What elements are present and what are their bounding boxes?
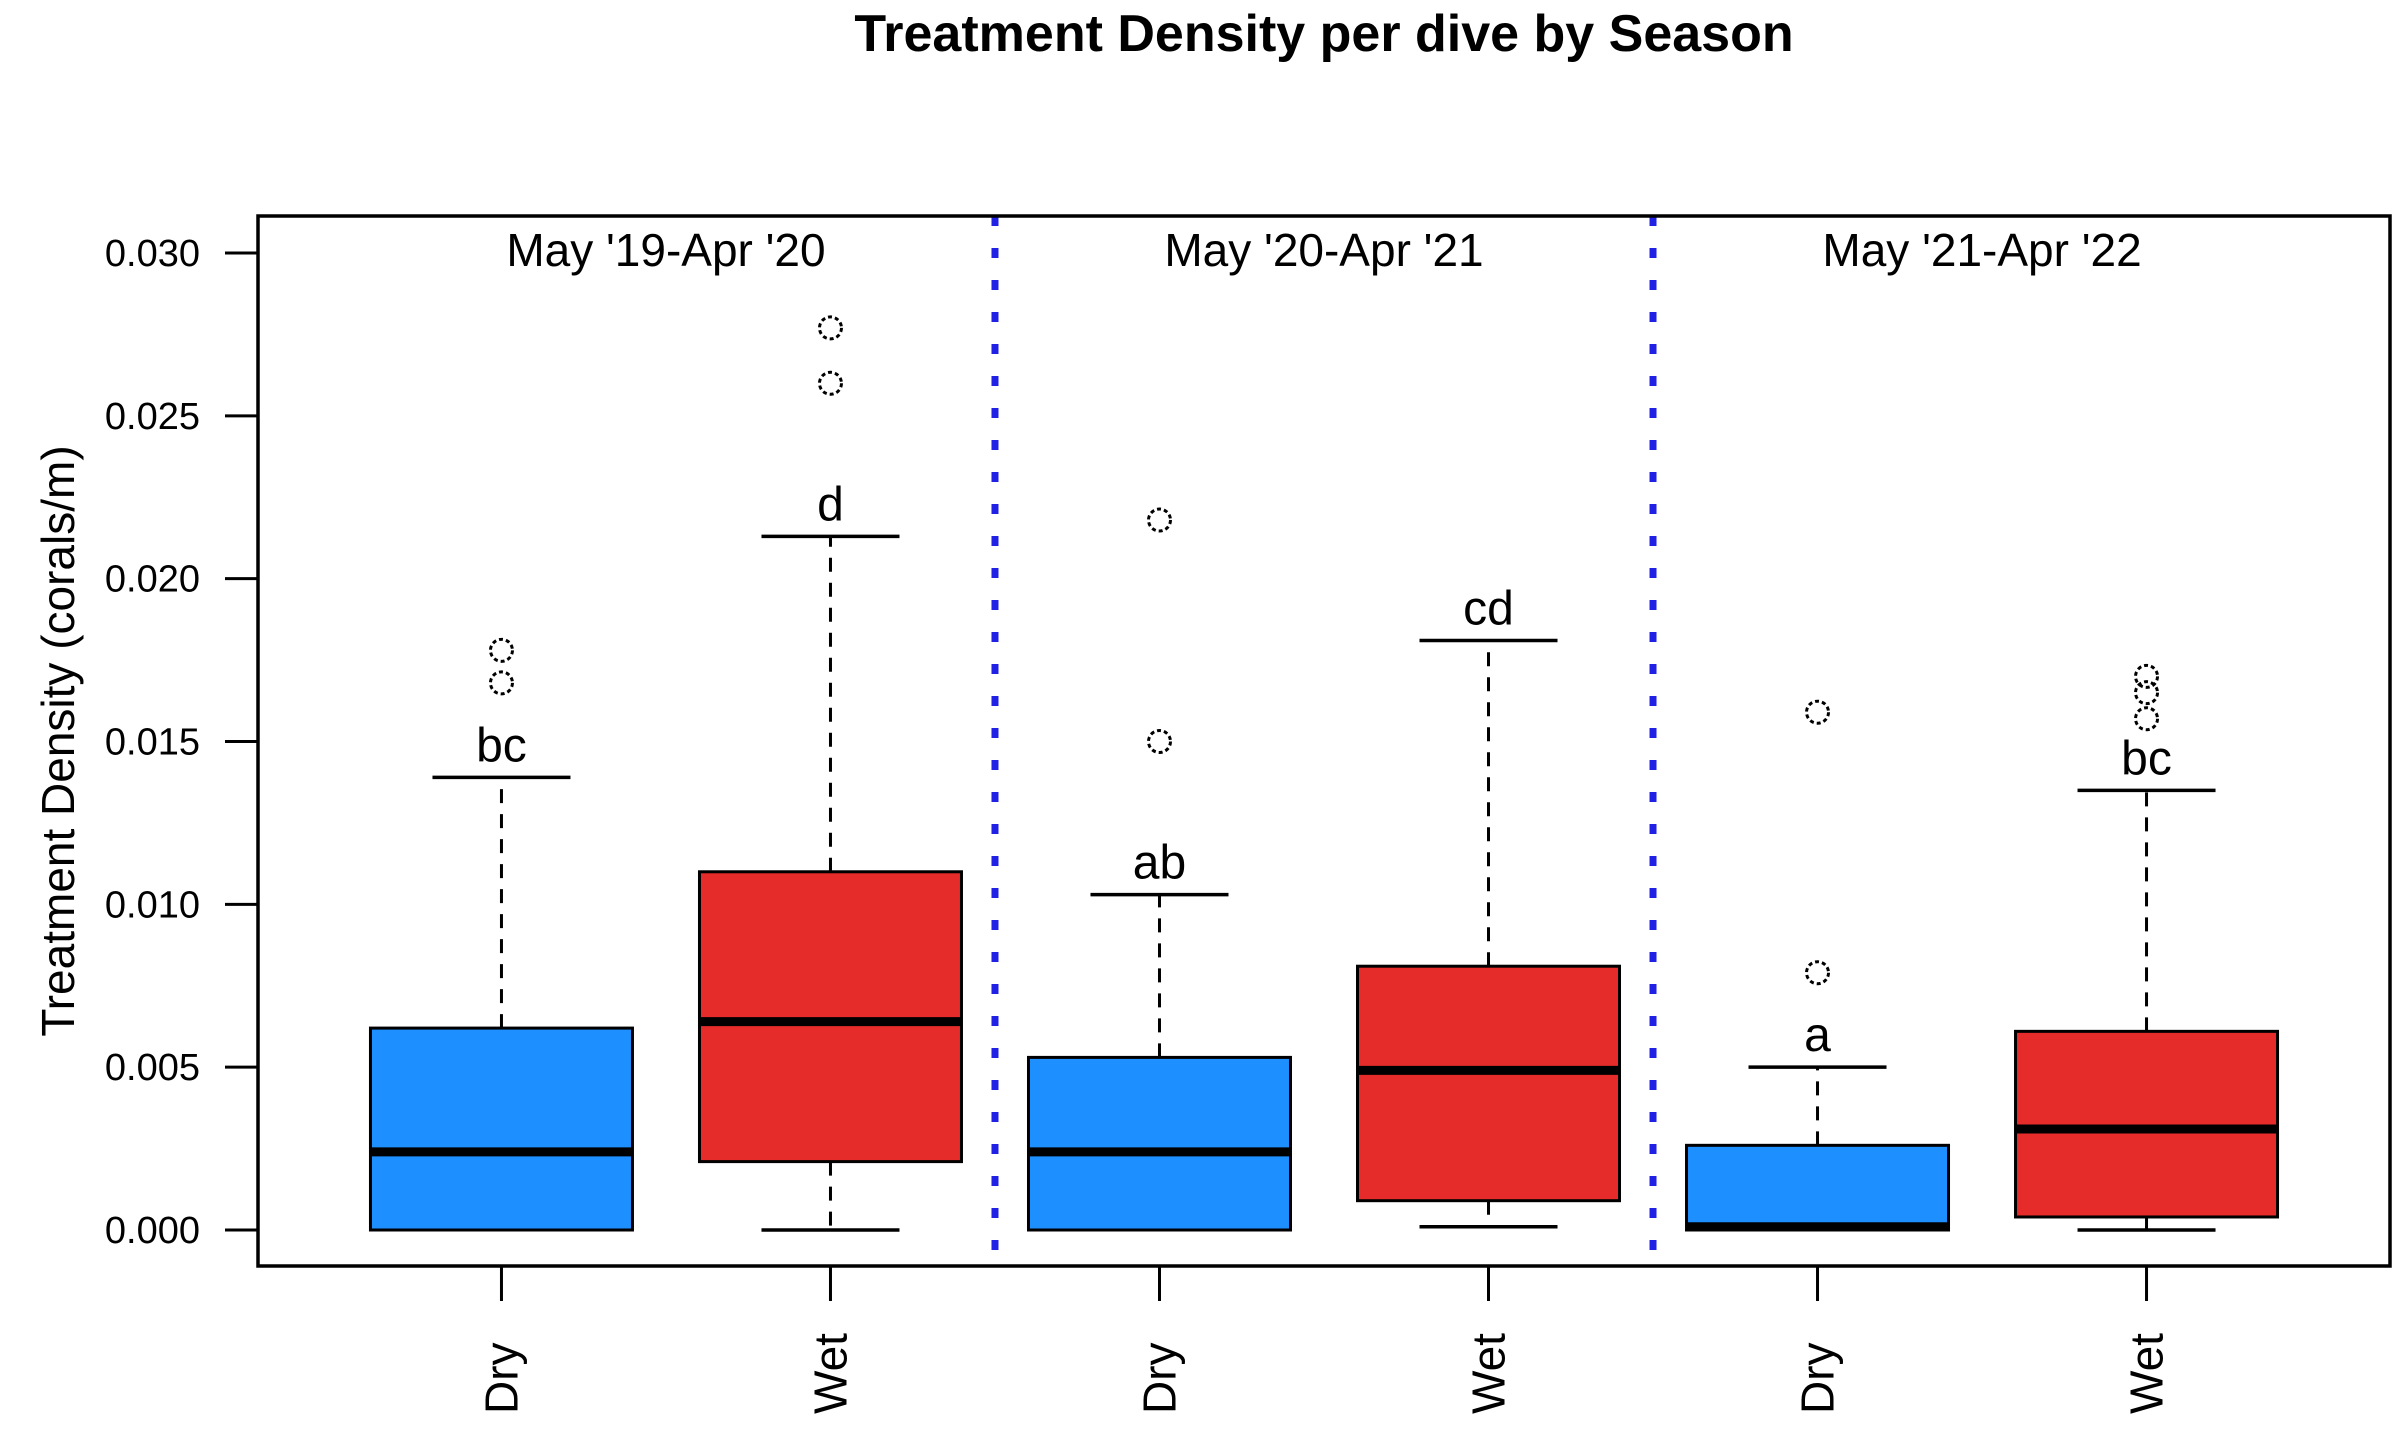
box-dry-5-iqr bbox=[1685, 1143, 1951, 1232]
box-wet-2-iqr bbox=[697, 870, 963, 1164]
x-axis-label-dry-5: Dry bbox=[1792, 1342, 1844, 1414]
x-axis-label-wet-4: Wet bbox=[1463, 1333, 1515, 1414]
y-axis-tick-label-5: 0.025 bbox=[105, 396, 200, 438]
x-axis-label-dry-3: Dry bbox=[1133, 1342, 1185, 1414]
box-wet-4-significance-letter: cd bbox=[1463, 583, 1514, 636]
box-wet-4-iqr bbox=[1356, 964, 1622, 1203]
box-dry-5-outlier-1 bbox=[1805, 699, 1831, 725]
box-dry-1-significance-letter: bc bbox=[476, 719, 527, 772]
x-axis-label-wet-2: Wet bbox=[804, 1333, 856, 1414]
box-wet-6-outlier-2 bbox=[2134, 680, 2160, 706]
box-dry-3-significance-letter: ab bbox=[1133, 837, 1186, 890]
panel-label-2: May '20-Apr '21 bbox=[1164, 224, 1483, 276]
box-wet-6-significance-letter: bc bbox=[2121, 732, 2172, 785]
box-wet-2-outlier-2 bbox=[817, 370, 843, 396]
box-wet-6-outlier-3 bbox=[2134, 706, 2160, 732]
box-dry-3-outlier-2 bbox=[1146, 729, 1172, 755]
box-wet-6-outlier-1 bbox=[2134, 663, 2160, 689]
box-dry-3-iqr bbox=[1026, 1055, 1292, 1232]
y-axis-tick-label-6: 0.030 bbox=[105, 233, 200, 275]
panel-label-3: May '21-Apr '22 bbox=[1822, 224, 2141, 276]
panel-label-1: May '19-Apr '20 bbox=[506, 224, 825, 276]
box-wet-2-outlier-1 bbox=[817, 315, 843, 341]
y-axis-tick-label-2: 0.010 bbox=[105, 884, 200, 926]
x-axis-label-wet-6: Wet bbox=[2121, 1333, 2173, 1414]
x-axis-label-dry-1: Dry bbox=[475, 1342, 527, 1414]
box-dry-1-outlier-2 bbox=[488, 670, 514, 696]
chart-title: Treatment Density per dive by Season bbox=[854, 5, 1794, 63]
y-axis-tick-label-3: 0.015 bbox=[105, 722, 200, 764]
box-dry-1-iqr bbox=[368, 1026, 634, 1232]
y-axis-label: Treatment Density (corals/m) bbox=[32, 445, 84, 1037]
y-axis-tick-label-4: 0.020 bbox=[105, 559, 200, 601]
box-dry-3-outlier-1 bbox=[1146, 507, 1172, 533]
y-axis-tick-label-0: 0.000 bbox=[105, 1210, 200, 1252]
box-wet-6-iqr bbox=[2014, 1029, 2280, 1219]
box-dry-1-outlier-1 bbox=[488, 637, 514, 663]
y-axis-tick-label-1: 0.005 bbox=[105, 1047, 200, 1089]
box-wet-2-significance-letter: d bbox=[817, 478, 844, 531]
box-dry-5-outlier-2 bbox=[1805, 960, 1831, 986]
box-dry-5-significance-letter: a bbox=[1804, 1009, 1831, 1062]
